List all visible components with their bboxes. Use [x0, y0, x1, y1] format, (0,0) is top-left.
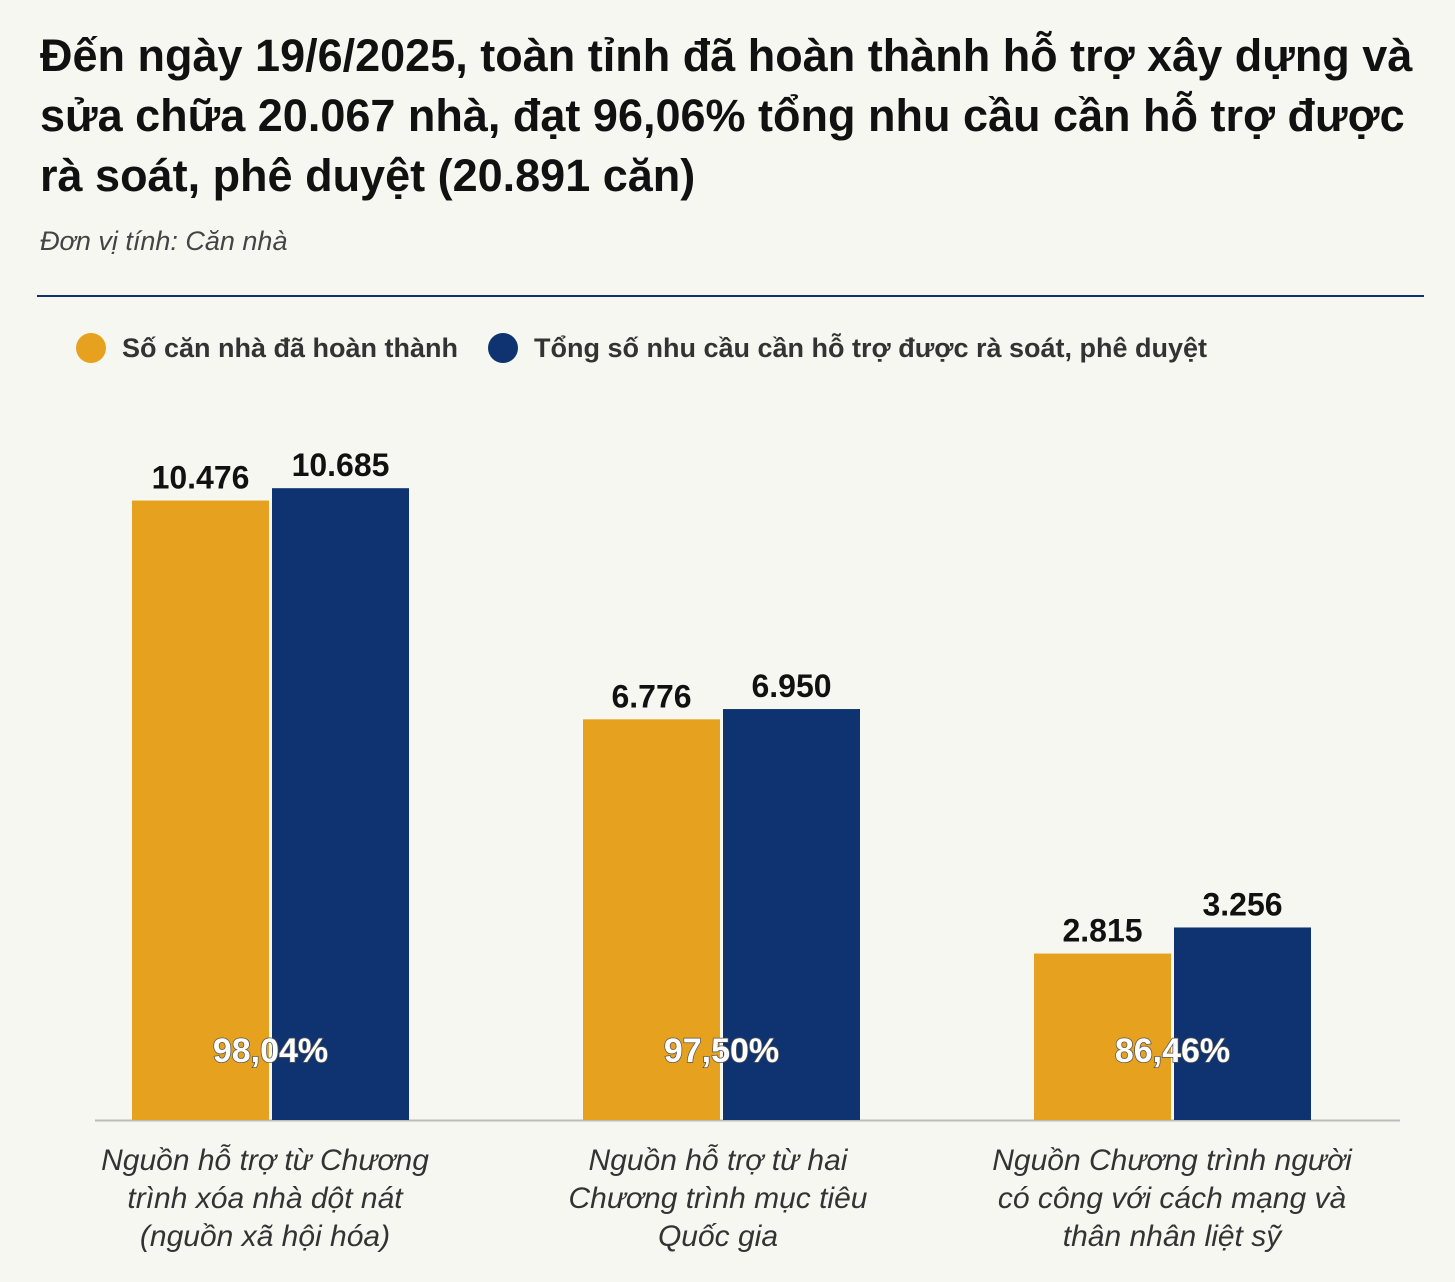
value-label-completed-0: 10.476 [152, 460, 250, 496]
bar-chart: 10.476 10.685 98,04% Nguồn hỗ trợ từ Chương… [95, 447, 1400, 1253]
category-label-0-line-2: (nguồn xã hội hóa) [140, 1220, 390, 1253]
value-label-total-1: 6.950 [751, 668, 831, 704]
percent-label-1: 97,50% [664, 1032, 779, 1070]
legend-swatch-completed [76, 333, 106, 363]
category-label-1-line-2: Quốc gia [658, 1220, 778, 1253]
category-label-0-line-0: Nguồn hỗ trợ từ Chương [101, 1144, 429, 1177]
chart-title: Đến ngày 19/6/2025, toàn tỉnh đã hoàn th… [40, 30, 1413, 201]
legend-item-total: Tổng số nhu cầu cần hỗ trợ được rà soát,… [488, 333, 1207, 364]
percent-label-2: 86,46% [1115, 1032, 1230, 1070]
value-label-total-0: 10.685 [292, 447, 390, 483]
legend-label-completed: Số căn nhà đã hoàn thành [122, 332, 459, 363]
bar-completed-1 [583, 719, 720, 1120]
unit-label: Đơn vị tính: Căn nhà [40, 226, 288, 256]
value-label-completed-2: 2.815 [1062, 913, 1142, 949]
category-label-2-line-0: Nguồn Chương trình người [992, 1144, 1353, 1177]
legend-swatch-total [488, 333, 519, 363]
category-label-2-line-1: có công với cách mạng và [998, 1182, 1346, 1215]
legend: Số căn nhà đã hoàn thành Tổng số nhu cầu… [76, 328, 1237, 368]
bar-total-1 [723, 709, 860, 1120]
category-label-0-line-1: trình xóa nhà dột nát [127, 1182, 404, 1215]
category-label-1-line-0: Nguồn hỗ trợ từ hai [589, 1144, 849, 1177]
legend-item-completed: Số căn nhà đã hoàn thành [76, 333, 458, 364]
category-label-2-line-2: thân nhân liệt sỹ [1063, 1220, 1283, 1253]
legend-label-total: Tổng số nhu cầu cần hỗ trợ được rà soát,… [534, 332, 1208, 363]
title-divider [37, 295, 1424, 297]
percent-label-0: 98,04% [213, 1032, 328, 1070]
value-label-total-2: 3.256 [1202, 886, 1282, 922]
bar-completed-2 [1034, 953, 1171, 1120]
category-label-1-line-1: Chương trình mục tiêu [569, 1182, 868, 1215]
bar-total-2 [1174, 927, 1311, 1120]
value-label-completed-1: 6.776 [611, 678, 691, 714]
bar-completed-0 [132, 500, 269, 1120]
bar-total-0 [272, 488, 409, 1121]
